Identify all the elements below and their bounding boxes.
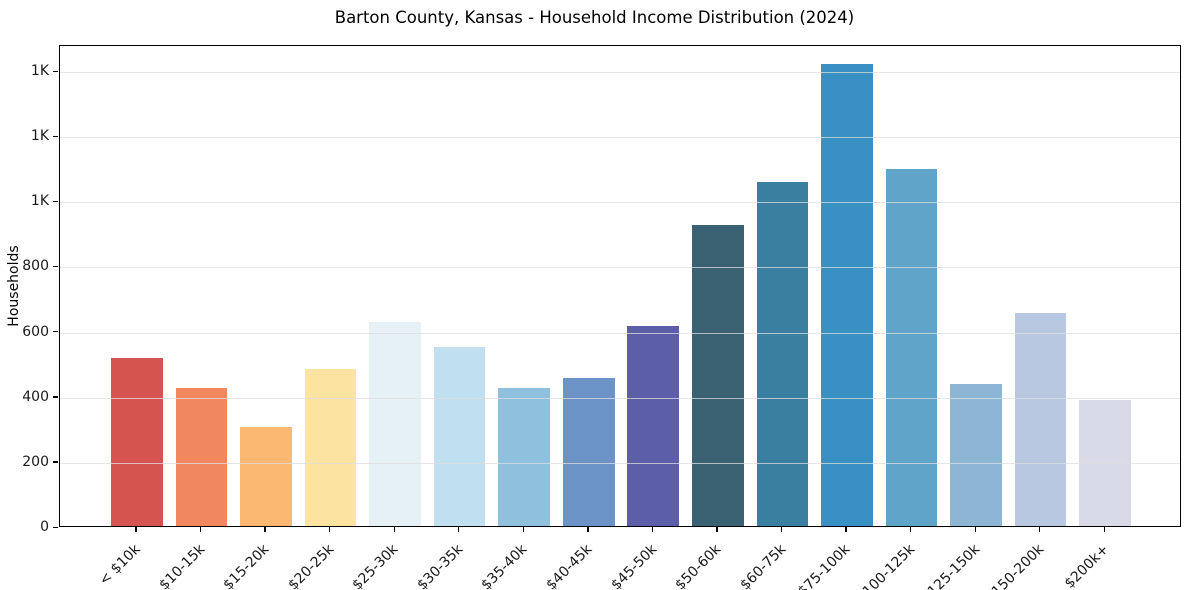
y-tick-mark [53,461,58,463]
x-tick-label: $30-35k [414,541,467,590]
x-tick-mark [328,527,331,532]
y-tick-label: 0 [40,519,49,535]
bar-< $10k [111,358,163,526]
chart-title: Barton County, Kansas - Household Income… [334,8,855,27]
bar-$40-45k [562,377,615,526]
y-tick-label: 800 [22,258,49,275]
y-tick-label: 1K [30,128,49,145]
x-tick-mark [393,527,395,532]
x-tick-mark [845,527,847,532]
x-tick-mark [199,527,202,532]
gridline-200 [60,462,1180,464]
bar-$75-100k [821,64,873,526]
bar-$50-60k [692,224,744,526]
x-tick-mark [264,527,266,532]
x-tick-mark [135,527,137,532]
bar-$45-50k [627,326,680,526]
bar-$100-125k [885,169,938,526]
gridline-400 [60,397,1180,399]
x-tick-label: $25-30k [349,541,402,590]
bar-$25-30k [369,321,421,526]
x-tick-mark [974,527,976,532]
x-tick-label: $20-25k [285,541,338,590]
y-tick-mark [53,70,58,72]
x-tick-label: $45-50k [607,541,660,590]
x-tick-label: $100-125k [853,541,919,590]
y-tick-mark [53,526,58,528]
x-tick-label: $35-40k [478,541,531,590]
gridline-1000 [60,202,1180,204]
gridline-600 [60,332,1180,334]
x-tick-mark [587,527,589,532]
bar-$125-150k [950,384,1002,526]
x-tick-label: $75-100k [795,541,854,590]
gridline-1200 [60,137,1180,139]
bar-$150-200k [1014,312,1067,526]
x-tick-label: $150-200k [982,541,1048,590]
x-tick-mark [1103,527,1105,532]
x-tick-mark [716,527,718,532]
x-tick-mark [458,527,460,532]
x-tick-label: $60-75k [736,541,790,590]
y-tick-label: 1K [30,63,49,80]
bar-$20-25k [304,369,357,526]
x-tick-label: $10-15k [155,541,209,590]
x-tick-label: $50-60k [672,541,725,590]
bar-$35-40k [498,387,550,526]
x-tick-label: $200k+ [1061,541,1112,590]
bar-$10-15k [175,387,228,526]
x-tick-mark [1039,527,1041,532]
y-tick-mark [53,200,58,203]
x-tick-mark [910,527,912,532]
bar-$30-35k [433,346,486,526]
x-tick-mark [651,527,654,532]
x-tick-mark [522,527,524,532]
plot-area [59,45,1181,527]
gridline-1400 [60,72,1180,74]
bar-$60-75k [756,182,809,526]
x-tick-label: $15-20k [220,541,273,590]
x-tick-label: $40-45k [543,541,596,590]
y-tick-mark [53,396,58,398]
y-tick-mark [53,135,58,137]
y-tick-mark [53,331,58,333]
y-tick-label: 200 [22,453,49,470]
x-tick-mark [780,527,783,532]
bar-$200k+ [1079,400,1131,526]
y-tick-label: 400 [22,388,49,405]
gridline-800 [60,267,1180,269]
x-tick-label: < $10k [96,541,144,589]
x-tick-label: $125-150k [918,541,983,590]
y-tick-label: 600 [22,323,49,340]
y-tick-label: 1K [30,193,49,210]
bar-$15-20k [240,427,292,526]
y-tick-mark [53,265,58,268]
